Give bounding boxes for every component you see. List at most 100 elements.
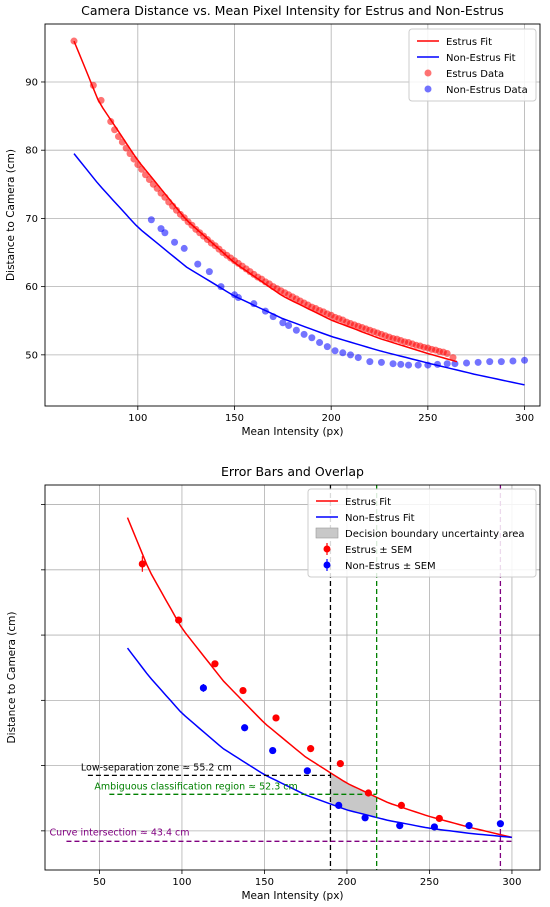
non-estrus-data-point: [147, 216, 155, 224]
non-estrus-data-point: [308, 334, 316, 342]
x-tick-label: 100: [128, 413, 147, 424]
non-estrus-data-point: [521, 356, 529, 364]
non-estrus-data-point: [161, 229, 169, 237]
non-estrus-data-point: [339, 349, 347, 357]
non-estrus-point: [303, 767, 311, 775]
non-estrus-data-point: [292, 326, 300, 334]
x-axis-label: Mean Intensity (px): [241, 426, 343, 438]
non-estrus-point: [496, 820, 504, 828]
non-estrus-point: [269, 746, 277, 755]
legend-swatch-area: [315, 527, 339, 539]
legend-entry-label: Estrus Fit: [345, 497, 391, 508]
y-tick-label: 70: [25, 214, 38, 225]
non-estrus-data-point: [463, 359, 471, 367]
low-separation-label: Low-separation zone ≈ 55.2 cm: [81, 762, 232, 773]
chart-title: Camera Distance vs. Mean Pixel Intensity…: [81, 3, 504, 18]
non-estrus-data-point: [300, 330, 308, 338]
non-estrus-data-point: [474, 358, 482, 366]
estrus-point: [175, 616, 183, 624]
estrus-data-point: [70, 37, 78, 45]
estrus-point: [364, 789, 372, 797]
estrus-data-point: [443, 349, 451, 357]
non-estrus-point: [361, 814, 369, 822]
legend-entry-label: Decision boundary uncertainty area: [345, 529, 525, 540]
legend-swatch-marker: [323, 545, 331, 553]
legend-entry-label: Non-Estrus Data: [446, 85, 528, 96]
ambiguous-label: Ambiguous classification region ≈ 52.3 c…: [94, 781, 297, 792]
x-tick-label: 200: [322, 413, 341, 424]
x-tick-label: 150: [225, 413, 244, 424]
x-tick-label: 50: [93, 877, 106, 888]
legend-entry-label: Non-Estrus Fit: [345, 513, 415, 524]
non-estrus-data-point: [509, 357, 517, 365]
non-estrus-point: [396, 822, 404, 830]
non-estrus-point: [199, 684, 207, 692]
estrus-point: [211, 660, 219, 668]
estrus-point: [397, 801, 405, 809]
chart-panel-1: Camera Distance vs. Mean Pixel Intensity…: [5, 3, 541, 438]
x-tick-label: 100: [172, 877, 191, 888]
legend-entry-label: Non-Estrus ± SEM: [345, 561, 436, 572]
estrus-fit-line: [126, 517, 513, 839]
non-estrus-data-point: [405, 361, 413, 369]
plot-frame: [44, 23, 541, 407]
x-tick-label: 250: [418, 413, 437, 424]
non-estrus-data-point: [171, 238, 179, 246]
non-estrus-data-point: [180, 244, 188, 252]
non-estrus-data-point: [279, 319, 287, 327]
non-estrus-data-point: [205, 268, 213, 276]
intersection-label: Curve intersection ≈ 43.4 cm: [49, 827, 189, 838]
y-tick-label: 80: [25, 146, 38, 157]
non-estrus-data-point: [285, 322, 293, 330]
legend-entry-label: Estrus ± SEM: [345, 545, 412, 556]
non-estrus-data-point: [486, 358, 494, 366]
x-tick-label: 200: [337, 877, 356, 888]
x-tick-label: 300: [502, 877, 521, 888]
x-tick-label: 300: [515, 413, 534, 424]
estrus-fit-line: [73, 40, 458, 363]
legend-box: [408, 28, 537, 102]
chart-panel-2: Error Bars and Overlap 50 100 150 200 250 300 M…: [6, 464, 541, 902]
non-estrus-data-point: [377, 358, 385, 366]
chart-title: Error Bars and Overlap: [221, 464, 364, 479]
estrus-point: [272, 714, 280, 722]
estrus-point: [239, 686, 247, 695]
legend-box: [307, 488, 537, 578]
non-estrus-data-point: [397, 360, 405, 368]
non-estrus-data-point: [443, 360, 451, 368]
legend-swatch-marker: [424, 69, 432, 77]
non-estrus-data-point: [194, 260, 202, 268]
non-estrus-data-point: [414, 361, 422, 369]
y-tick-label: 50: [25, 350, 38, 361]
legend-entry-label: Estrus Fit: [446, 37, 492, 48]
non-estrus-point: [335, 801, 343, 809]
legend-swatch-marker: [424, 85, 432, 93]
x-tick-label: 150: [255, 877, 274, 888]
estrus-point: [138, 560, 146, 568]
legend-entry-label: Estrus Data: [446, 69, 504, 80]
y-axis-label: Distance to Camera (cm): [5, 149, 17, 281]
y-tick-label: 60: [25, 282, 38, 293]
x-tick-label: 250: [420, 877, 439, 888]
non-estrus-point: [430, 823, 438, 831]
non-estrus-data-point: [366, 358, 374, 366]
y-axis-label: Distance to Camera (cm): [6, 612, 18, 744]
non-estrus-fit-line: [73, 153, 525, 386]
legend-swatch-marker: [323, 561, 331, 569]
non-estrus-data-point: [389, 360, 397, 368]
non-estrus-data-point: [497, 358, 505, 366]
y-tick-label: 90: [25, 77, 38, 88]
non-estrus-data-point: [347, 351, 355, 359]
legend-entry-label: Non-Estrus Fit: [446, 53, 516, 64]
non-estrus-data-point: [354, 354, 362, 362]
non-estrus-point: [241, 724, 249, 732]
x-axis-label: Mean Intensity (px): [241, 890, 343, 902]
estrus-point: [336, 760, 344, 768]
estrus-point: [307, 745, 315, 753]
non-estrus-data-point: [331, 347, 339, 355]
estrus-point: [435, 814, 443, 823]
non-estrus-point: [465, 822, 473, 830]
non-estrus-data-point: [323, 343, 331, 351]
non-estrus-fit-line: [126, 647, 512, 839]
